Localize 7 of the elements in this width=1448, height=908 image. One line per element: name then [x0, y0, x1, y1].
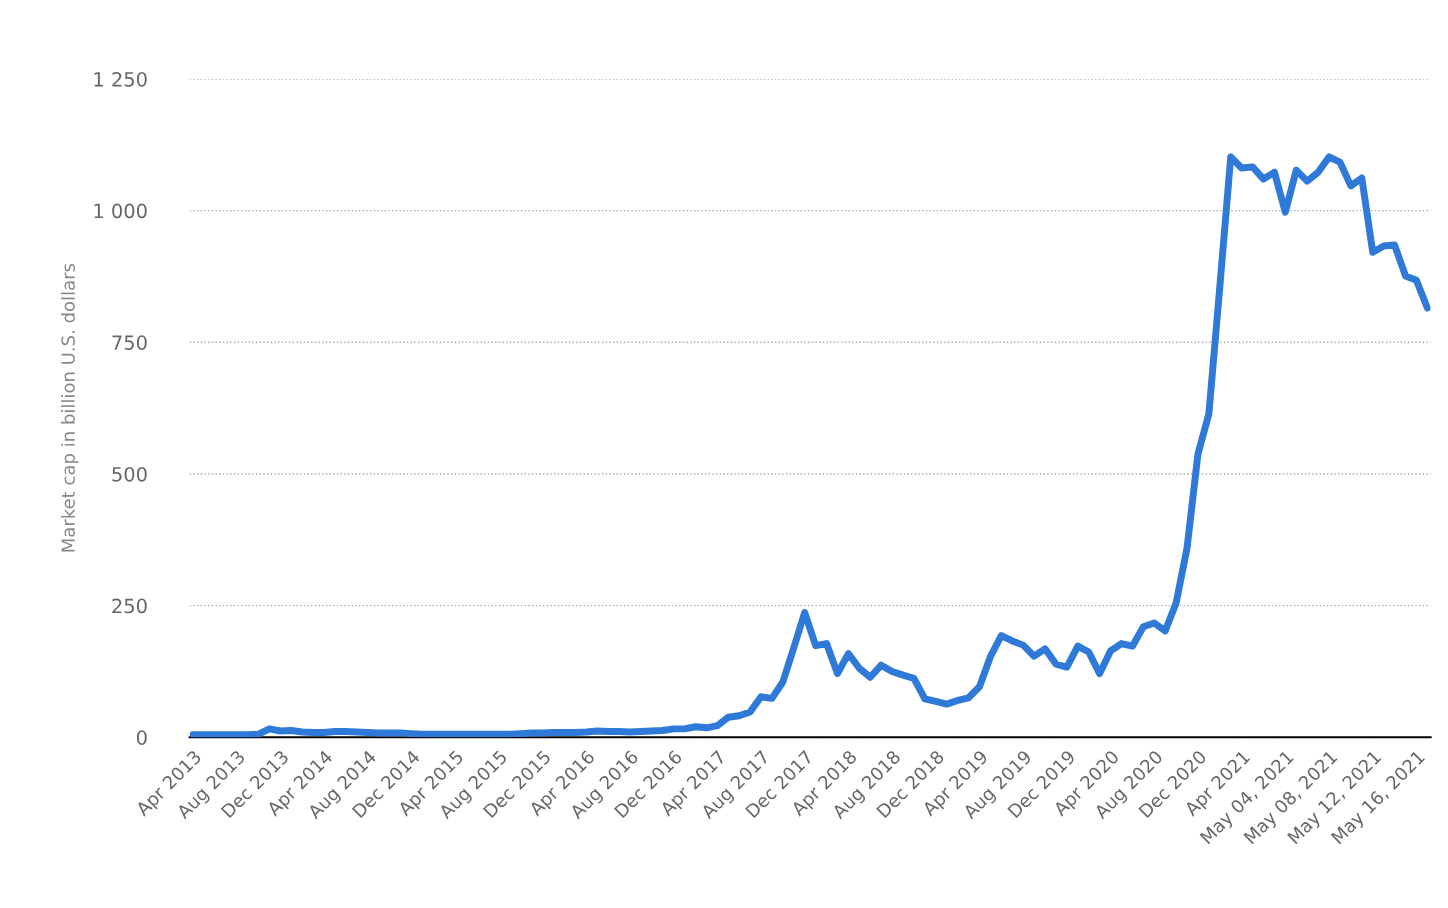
y-tick-label: 0: [136, 730, 147, 745]
y-tick-label: 250: [112, 598, 147, 614]
y-axis-title: Market cap in billion U.S. dollars: [60, 263, 79, 552]
y-tick-label: 750: [112, 335, 147, 350]
y-tick-label: 1 250: [94, 71, 147, 87]
y-tick-label: 1 000: [94, 203, 147, 219]
y-tick-label: 500: [112, 466, 147, 482]
